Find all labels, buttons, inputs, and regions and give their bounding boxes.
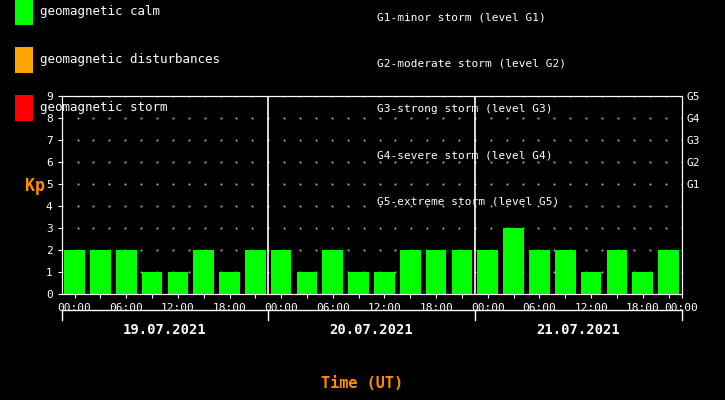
Text: G3-strong storm (level G3): G3-strong storm (level G3) xyxy=(377,104,552,114)
Bar xyxy=(90,250,111,294)
Text: G5-extreme storm (level G5): G5-extreme storm (level G5) xyxy=(377,196,559,206)
Bar xyxy=(245,250,265,294)
Bar xyxy=(141,272,162,294)
Bar xyxy=(374,272,395,294)
Text: 19.07.2021: 19.07.2021 xyxy=(123,323,207,337)
Text: 21.07.2021: 21.07.2021 xyxy=(536,323,620,337)
Bar xyxy=(452,250,472,294)
Bar xyxy=(348,272,369,294)
Text: G4-severe storm (level G4): G4-severe storm (level G4) xyxy=(377,150,552,160)
Y-axis label: Kp: Kp xyxy=(25,177,45,195)
Bar xyxy=(323,250,343,294)
Text: Time (UT): Time (UT) xyxy=(321,376,404,392)
Bar xyxy=(219,272,240,294)
Bar xyxy=(529,250,550,294)
Bar xyxy=(478,250,498,294)
Text: G1-minor storm (level G1): G1-minor storm (level G1) xyxy=(377,12,546,22)
Bar xyxy=(581,272,602,294)
Bar xyxy=(194,250,214,294)
Bar xyxy=(607,250,627,294)
Bar xyxy=(271,250,291,294)
Bar xyxy=(426,250,447,294)
Bar xyxy=(632,272,653,294)
Text: G2-moderate storm (level G2): G2-moderate storm (level G2) xyxy=(377,58,566,68)
Bar xyxy=(400,250,420,294)
Bar xyxy=(65,250,85,294)
Text: geomagnetic storm: geomagnetic storm xyxy=(40,102,167,114)
Bar xyxy=(555,250,576,294)
Bar xyxy=(503,228,524,294)
Text: geomagnetic disturbances: geomagnetic disturbances xyxy=(40,54,220,66)
Bar xyxy=(658,250,679,294)
Bar xyxy=(167,272,188,294)
Bar xyxy=(297,272,318,294)
Bar xyxy=(116,250,136,294)
Text: geomagnetic calm: geomagnetic calm xyxy=(40,6,160,18)
Text: 20.07.2021: 20.07.2021 xyxy=(330,323,413,337)
